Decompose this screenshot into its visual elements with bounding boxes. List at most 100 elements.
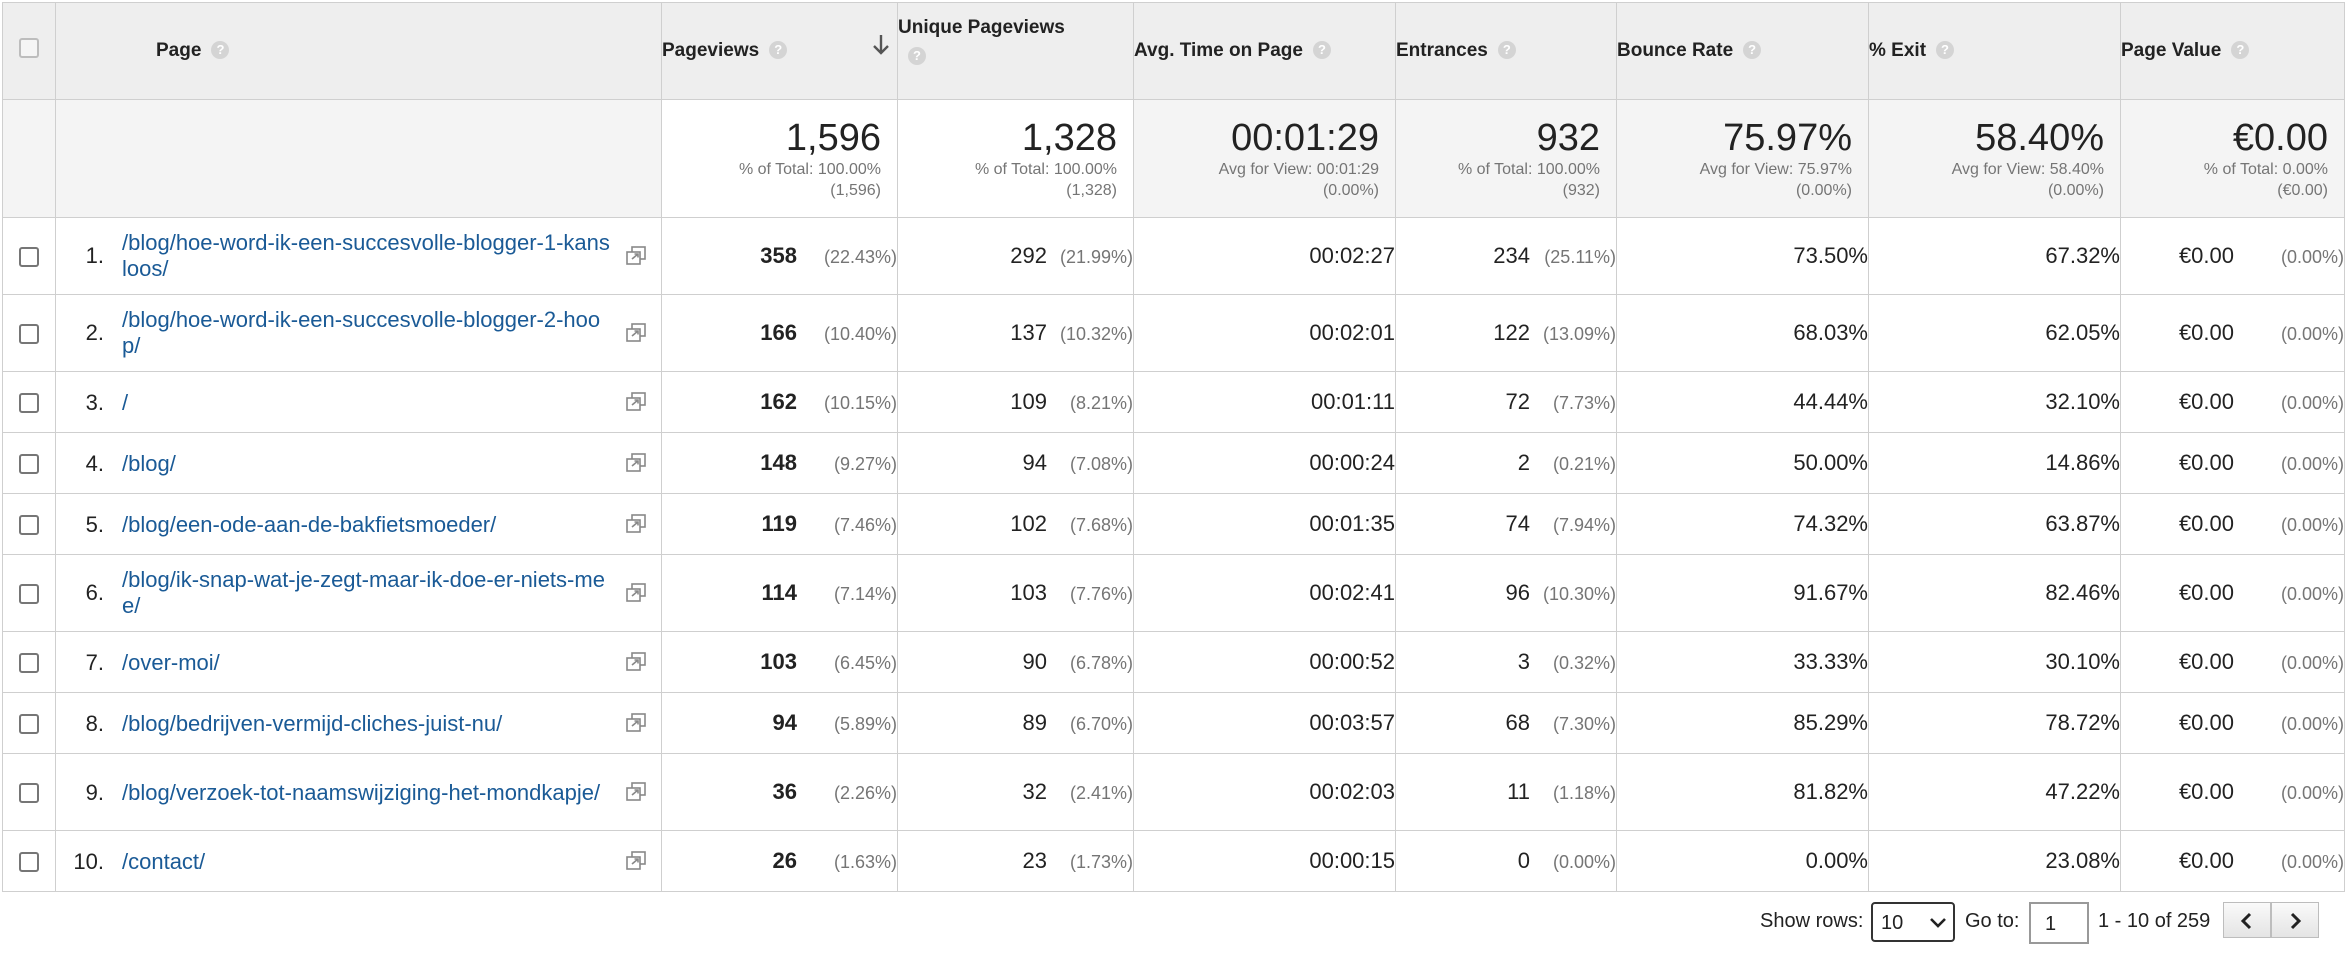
row-checkbox[interactable] xyxy=(19,783,39,804)
unique-pageviews-value: 137 xyxy=(1010,320,1047,345)
help-icon[interactable]: ? xyxy=(769,41,788,59)
summary-exit: 58.40% Avg for View: 58.40% (0.00%) xyxy=(1868,99,2121,218)
column-header-avg-time[interactable]: Avg. Time on Page? xyxy=(1133,2,1396,100)
summary-spacer xyxy=(55,99,662,218)
open-page-icon[interactable] xyxy=(625,781,647,803)
bounce-rate-cell: 74.32% xyxy=(1616,493,1869,555)
help-icon[interactable]: ? xyxy=(1936,41,1955,59)
help-icon[interactable]: ? xyxy=(2231,41,2250,59)
page-link[interactable]: /over-moi/ xyxy=(122,649,220,675)
summary-line: Avg for View: 75.97% xyxy=(1699,160,1852,178)
row-checkbox[interactable] xyxy=(19,324,39,345)
previous-page-button[interactable] xyxy=(2223,902,2271,938)
next-page-button[interactable] xyxy=(2271,902,2319,938)
summary-line: % of Total: 0.00% xyxy=(2203,160,2328,178)
column-header-entrances[interactable]: Entrances? xyxy=(1395,2,1617,100)
open-page-icon[interactable] xyxy=(625,651,647,673)
page-link[interactable]: /blog/een-ode-aan-de-bakfietsmoeder/ xyxy=(122,511,497,537)
page-link[interactable]: /blog/ xyxy=(122,450,176,476)
help-icon[interactable]: ? xyxy=(1743,41,1762,59)
summary-line: (0.00%) xyxy=(1322,181,1379,199)
open-page-icon[interactable] xyxy=(625,513,647,535)
sort-descending-icon[interactable] xyxy=(871,33,891,57)
page-value-cell: €0.00 (0.00%) xyxy=(2120,692,2345,754)
row-checkbox[interactable] xyxy=(19,247,39,268)
summary-unique-pageviews: 1,328 % of Total: 100.00% (1,328) xyxy=(897,99,1134,218)
show-rows-value: 10 xyxy=(1881,912,1904,934)
exit-value: 23.08% xyxy=(2045,848,2120,873)
column-header-pageviews[interactable]: Pageviews? xyxy=(661,2,898,100)
page-link[interactable]: /blog/verzoek-tot-naamswijziging-het-mon… xyxy=(122,779,601,805)
row-checkbox[interactable] xyxy=(19,852,39,873)
avg-time-value: 00:03:57 xyxy=(1309,710,1395,735)
row-index: 3. xyxy=(85,389,104,415)
open-page-icon[interactable] xyxy=(625,245,647,267)
help-icon[interactable]: ? xyxy=(1497,41,1516,59)
exit-cell: 62.05% xyxy=(1868,294,2121,372)
unique-pageviews-percent: (7.76%) xyxy=(1069,584,1133,604)
row-select-cell xyxy=(2,493,56,555)
row-checkbox[interactable] xyxy=(19,584,39,605)
pageviews-cell: 148 (9.27%) xyxy=(661,432,898,494)
exit-value: 78.72% xyxy=(2045,710,2120,735)
exit-value: 82.46% xyxy=(2045,580,2120,605)
entrances-percent: (7.94%) xyxy=(1552,515,1616,535)
help-icon[interactable]: ? xyxy=(1312,41,1331,59)
exit-value: 47.22% xyxy=(2045,779,2120,804)
pagination-range: 1 - 10 of 259 xyxy=(2098,910,2211,932)
entrances-cell: 234 (25.11%) xyxy=(1395,217,1617,295)
open-page-icon[interactable] xyxy=(625,712,647,734)
bounce-rate-cell: 85.29% xyxy=(1616,692,1869,754)
report-table-container: Page? Pageviews? Unique Pageviews ? Avg.… xyxy=(2,2,2345,892)
column-header-exit[interactable]: % Exit? xyxy=(1868,2,2121,100)
exit-value: 62.05% xyxy=(2045,320,2120,345)
bounce-rate-value: 0.00% xyxy=(1805,848,1868,873)
row-checkbox[interactable] xyxy=(19,714,39,735)
goto-page-input[interactable]: 1 xyxy=(2029,902,2089,944)
row-index: 1. xyxy=(85,243,104,268)
open-page-icon[interactable] xyxy=(625,582,647,604)
unique-pageviews-cell: 90 (6.78%) xyxy=(897,631,1134,693)
entrances-percent: (10.30%) xyxy=(1542,584,1616,604)
page-cell: 1. /blog/hoe-word-ik-een-succesvolle-blog… xyxy=(55,217,662,295)
bounce-rate-cell: 50.00% xyxy=(1616,432,1869,494)
row-checkbox[interactable] xyxy=(19,653,39,674)
pageviews-cell: 94 (5.89%) xyxy=(661,692,898,754)
row-checkbox[interactable] xyxy=(19,515,39,536)
pagination-footer: Show rows: 10 Go to: 1 1 - 10 of 259 xyxy=(0,898,2346,956)
page-link[interactable]: /contact/ xyxy=(122,848,206,874)
page-value-percent: (0.00%) xyxy=(2280,247,2344,267)
page-link[interactable]: /blog/hoe-word-ik-een-succesvolle-blogge… xyxy=(122,307,601,358)
page-link[interactable]: /blog/ik-snap-wat-je-zegt-maar-ik-doe-er… xyxy=(122,567,605,618)
entrances-value: 68 xyxy=(1505,710,1530,735)
page-link[interactable]: /blog/bedrijven-vermijd-cliches-juist-nu… xyxy=(122,710,503,736)
chevron-right-icon xyxy=(2290,912,2302,930)
exit-cell: 23.08% xyxy=(1868,830,2121,892)
page-link[interactable]: /blog/hoe-word-ik-een-succesvolle-blogge… xyxy=(122,230,610,281)
page-cell: 5. /blog/een-ode-aan-de-bakfietsmoeder/ xyxy=(55,493,662,555)
row-checkbox[interactable] xyxy=(19,393,39,414)
column-header-unique-pageviews[interactable]: Unique Pageviews ? xyxy=(897,2,1134,100)
table-row: 9. /blog/verzoek-tot-naamswijziging-het-m… xyxy=(2,753,2345,831)
page-link[interactable]: / xyxy=(122,389,129,415)
unique-pageviews-percent: (10.32%) xyxy=(1059,324,1133,344)
help-icon[interactable]: ? xyxy=(908,47,926,65)
open-page-icon[interactable] xyxy=(625,391,647,413)
column-header-page[interactable]: Page? xyxy=(55,2,662,100)
exit-cell: 67.32% xyxy=(1868,217,2121,295)
column-header-bounce-rate[interactable]: Bounce Rate? xyxy=(1616,2,1869,100)
show-rows-select[interactable]: 10 xyxy=(1871,902,1955,942)
entrances-percent: (7.73%) xyxy=(1552,393,1616,413)
select-all-checkbox[interactable] xyxy=(19,38,39,58)
bounce-rate-value: 91.67% xyxy=(1793,580,1868,605)
open-page-icon[interactable] xyxy=(625,452,647,474)
summary-value: 75.97% xyxy=(1723,116,1852,159)
open-page-icon[interactable] xyxy=(625,850,647,872)
open-page-icon[interactable] xyxy=(625,322,647,344)
help-icon[interactable]: ? xyxy=(211,41,230,59)
unique-pageviews-cell: 137 (10.32%) xyxy=(897,294,1134,372)
bounce-rate-value: 68.03% xyxy=(1793,320,1868,345)
exit-value: 30.10% xyxy=(2045,649,2120,674)
row-checkbox[interactable] xyxy=(19,454,39,475)
column-header-page-value[interactable]: Page Value? xyxy=(2120,2,2345,100)
